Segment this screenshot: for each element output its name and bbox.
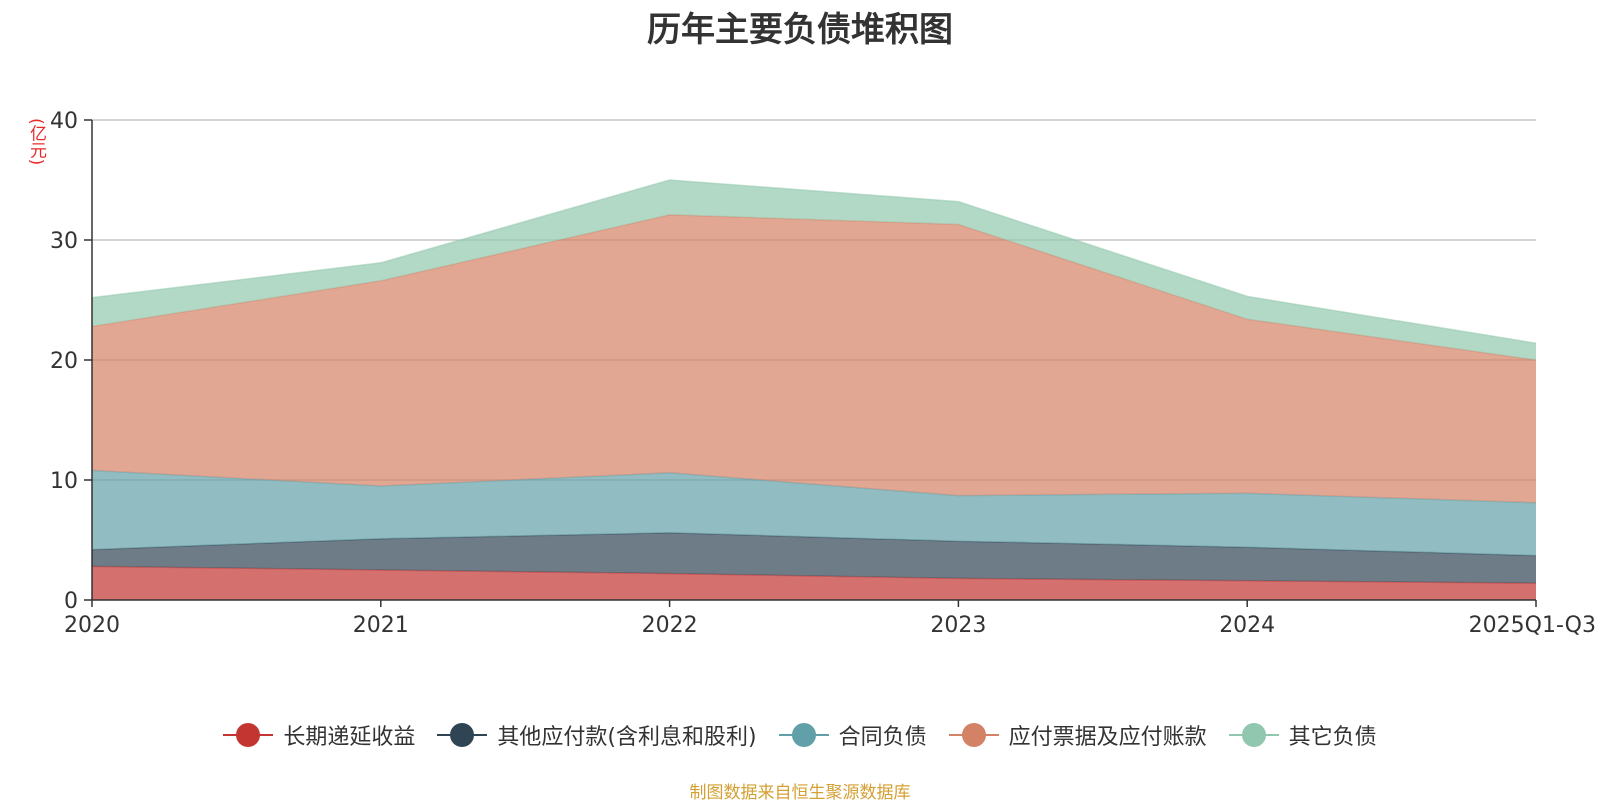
legend-label: 长期递延收益 bbox=[283, 725, 416, 750]
x-tick-label: 2020 bbox=[64, 613, 120, 638]
legend-swatch-icon bbox=[223, 723, 274, 747]
legend-item[interactable]: 其他应付款(含利息和股利) bbox=[437, 719, 757, 751]
x-tick-label: 2023 bbox=[930, 613, 986, 638]
x-tick-label: 2021 bbox=[353, 613, 409, 638]
legend-swatch-icon bbox=[778, 723, 829, 747]
legend-swatch-icon bbox=[948, 723, 999, 747]
area-series-4 bbox=[92, 180, 1536, 360]
source-note: 制图数据来自恒生聚源数据库 bbox=[689, 783, 911, 803]
area-series bbox=[91, 179, 1537, 600]
area-series-2 bbox=[92, 470, 1536, 556]
legend-item[interactable]: 其它负债 bbox=[1228, 719, 1377, 751]
legend-label: 应付票据及应付账款 bbox=[1008, 725, 1207, 750]
axes: 0 10 20 30 40 2020 2021 2022 2023 2024 2025Q1-Q3 bbox=[50, 109, 1596, 638]
y-tick-label: 30 bbox=[50, 229, 78, 254]
legend-label: 其他应付款(含利息和股利) bbox=[497, 725, 757, 750]
area-series-3 bbox=[92, 214, 1536, 503]
x-tick-label: 2025Q1-Q3 bbox=[1469, 613, 1596, 638]
legend-label: 合同负债 bbox=[838, 725, 927, 750]
chart-title: 历年主要负债堆积图 bbox=[647, 10, 953, 50]
legend-item[interactable]: 应付票据及应付账款 bbox=[948, 719, 1207, 751]
legend: 长期递延收益 其他应付款(含利息和股利) 合同负债 应付票据及应付账款 其它负债 bbox=[0, 718, 1600, 752]
y-tick-label: 0 bbox=[64, 589, 78, 614]
y-tick-label: 40 bbox=[50, 109, 78, 134]
legend-item[interactable]: 合同负债 bbox=[778, 719, 927, 751]
y-axis-unit-label: (亿元) bbox=[26, 118, 46, 166]
y-tick-label: 20 bbox=[50, 349, 78, 374]
legend-swatch-icon bbox=[437, 723, 488, 747]
area-edge-4 bbox=[91, 179, 1537, 344]
y-tick-label: 10 bbox=[50, 469, 78, 494]
area-series-0 bbox=[92, 566, 1536, 600]
x-tick-label: 2022 bbox=[642, 613, 698, 638]
legend-swatch-icon bbox=[1228, 723, 1279, 747]
legend-item[interactable]: 长期递延收益 bbox=[223, 719, 415, 751]
area-series-1 bbox=[92, 532, 1536, 584]
legend-label: 其它负债 bbox=[1288, 725, 1377, 750]
x-tick-label: 2024 bbox=[1219, 613, 1275, 638]
